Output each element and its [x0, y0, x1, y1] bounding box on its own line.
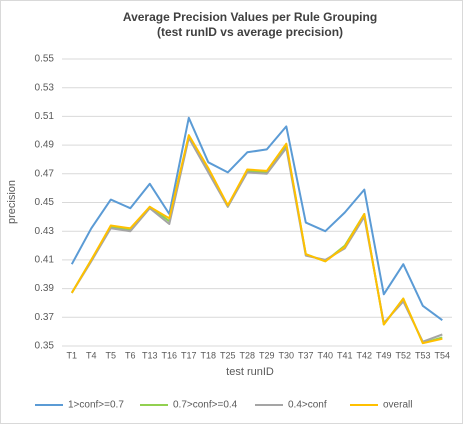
x-tick-label: T6: [125, 350, 136, 360]
x-tick-label: T17: [181, 350, 197, 360]
y-tick-label: 0.35: [35, 341, 55, 352]
legend-label: 1>conf>=0.7: [68, 400, 124, 411]
x-tick-label: T1: [66, 350, 77, 360]
x-tick-label: T5: [105, 350, 116, 360]
legend-label: overall: [383, 400, 412, 411]
x-tick-label: T13: [142, 350, 158, 360]
legend-label: 0.4>conf: [288, 400, 327, 411]
x-tick-label: T37: [298, 350, 314, 360]
x-tick-label: T18: [200, 350, 216, 360]
y-tick-label: 0.39: [35, 283, 55, 294]
y-tick-label: 0.45: [35, 197, 55, 208]
x-tick-label: T41: [337, 350, 353, 360]
y-tick-label: 0.47: [35, 168, 55, 179]
y-tick-label: 0.51: [35, 111, 55, 122]
x-tick-label: T53: [415, 350, 431, 360]
x-tick-label: T49: [376, 350, 392, 360]
x-tick-label: T25: [220, 350, 236, 360]
legend-label: 0.7>conf>=0.4: [173, 400, 238, 411]
y-tick-label: 0.55: [35, 54, 55, 65]
chart-title: Average Precision Values per Rule Groupi…: [123, 10, 377, 24]
x-tick-label: T16: [161, 350, 177, 360]
y-tick-label: 0.43: [35, 226, 55, 237]
x-tick-label: T42: [356, 350, 372, 360]
y-axis-label: precision: [6, 180, 18, 224]
y-tick-label: 0.49: [35, 140, 55, 151]
series-line: [70, 116, 443, 322]
series-line: [70, 134, 443, 345]
x-tick-label: T40: [317, 350, 333, 360]
x-tick-label: T29: [259, 350, 275, 360]
x-axis-label: test runID: [226, 366, 274, 378]
y-tick-label: 0.37: [35, 312, 55, 323]
chart-subtitle: (test runID vs average precision): [157, 25, 343, 39]
x-tick-label: T28: [239, 350, 255, 360]
y-tick-label: 0.53: [35, 82, 55, 93]
y-tick-label: 0.41: [35, 255, 55, 266]
x-tick-label: T30: [278, 350, 294, 360]
x-tick-label: T52: [395, 350, 411, 360]
x-tick-label: T54: [434, 350, 450, 360]
x-tick-label: T4: [86, 350, 97, 360]
